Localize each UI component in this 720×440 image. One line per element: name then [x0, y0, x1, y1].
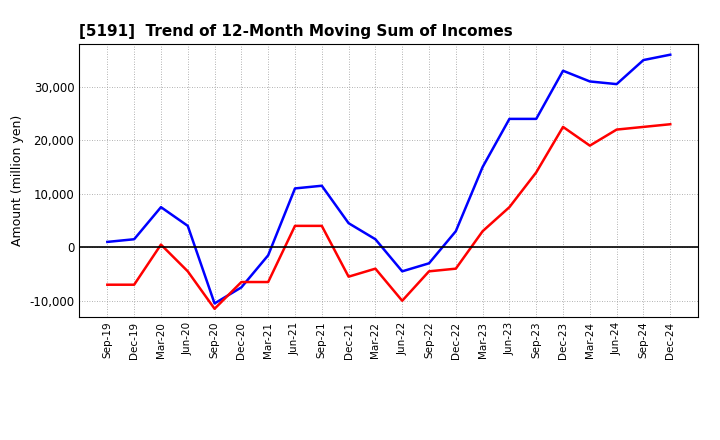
Ordinary Income — [398, 269, 407, 274]
Ordinary Income — [451, 228, 460, 234]
Net Income — [585, 143, 594, 148]
Net Income — [425, 269, 433, 274]
Ordinary Income — [559, 68, 567, 73]
Net Income — [398, 298, 407, 304]
Line: Net Income: Net Income — [107, 124, 670, 309]
Ordinary Income — [291, 186, 300, 191]
Net Income — [666, 121, 675, 127]
Net Income — [478, 228, 487, 234]
Ordinary Income — [130, 237, 138, 242]
Ordinary Income — [103, 239, 112, 245]
Ordinary Income — [425, 260, 433, 266]
Net Income — [344, 274, 353, 279]
Ordinary Income — [612, 81, 621, 87]
Ordinary Income — [666, 52, 675, 57]
Ordinary Income — [264, 253, 272, 258]
Ordinary Income — [505, 116, 514, 121]
Net Income — [532, 170, 541, 175]
Net Income — [318, 223, 326, 228]
Net Income — [184, 269, 192, 274]
Net Income — [210, 306, 219, 312]
Ordinary Income — [210, 301, 219, 306]
Net Income — [291, 223, 300, 228]
Net Income — [264, 279, 272, 285]
Text: [5191]  Trend of 12-Month Moving Sum of Incomes: [5191] Trend of 12-Month Moving Sum of I… — [79, 24, 513, 39]
Net Income — [451, 266, 460, 271]
Net Income — [103, 282, 112, 287]
Ordinary Income — [157, 205, 166, 210]
Y-axis label: Amount (million yen): Amount (million yen) — [11, 115, 24, 246]
Line: Ordinary Income: Ordinary Income — [107, 55, 670, 304]
Ordinary Income — [478, 165, 487, 170]
Net Income — [639, 124, 648, 129]
Net Income — [130, 282, 138, 287]
Ordinary Income — [184, 223, 192, 228]
Net Income — [505, 205, 514, 210]
Net Income — [237, 279, 246, 285]
Net Income — [612, 127, 621, 132]
Ordinary Income — [237, 285, 246, 290]
Net Income — [371, 266, 379, 271]
Ordinary Income — [532, 116, 541, 121]
Ordinary Income — [585, 79, 594, 84]
Ordinary Income — [639, 57, 648, 62]
Ordinary Income — [371, 237, 379, 242]
Net Income — [559, 124, 567, 129]
Net Income — [157, 242, 166, 247]
Ordinary Income — [344, 220, 353, 226]
Ordinary Income — [318, 183, 326, 188]
